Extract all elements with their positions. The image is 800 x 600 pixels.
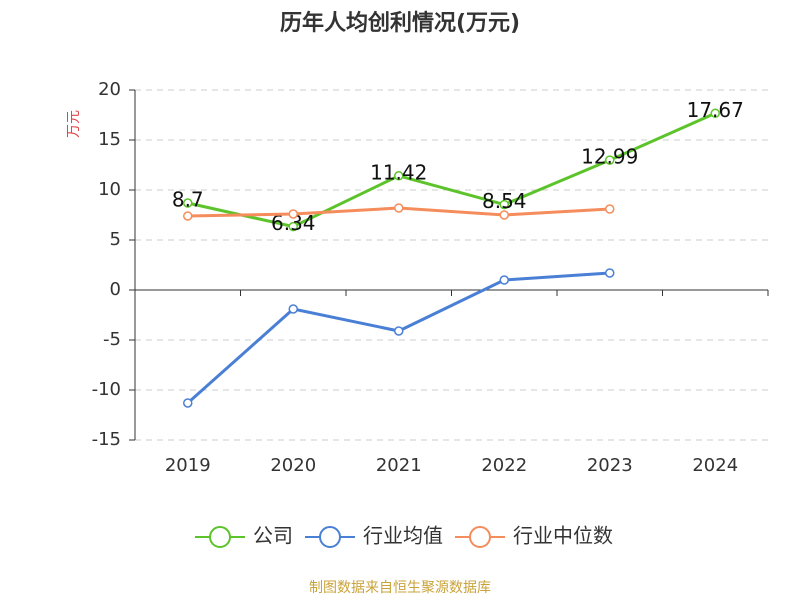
x-tick-label: 2023 <box>587 455 633 476</box>
data-point <box>605 204 615 214</box>
legend-marker <box>209 526 231 548</box>
data-point <box>394 203 404 213</box>
data-label: 12.99 <box>581 145 638 169</box>
y-tick-label: -15 <box>92 429 121 450</box>
data-point <box>183 398 193 408</box>
x-tick-label: 2019 <box>165 455 211 476</box>
data-point <box>710 108 720 119</box>
y-tick-label: 5 <box>110 229 121 250</box>
data-point <box>288 209 298 219</box>
legend-marker <box>319 526 341 548</box>
source-note: 制图数据来自恒生聚源数据库 <box>309 580 491 596</box>
data-label: 8.7 <box>172 188 204 212</box>
x-tick-label: 2024 <box>692 455 738 476</box>
data-point <box>288 221 298 232</box>
legend-label: 公司 <box>253 524 293 548</box>
y-tick-label: -5 <box>103 329 121 350</box>
data-label: 11.42 <box>370 160 427 184</box>
y-tick-label: 10 <box>98 179 121 200</box>
y-axis-label: 万元 <box>66 110 82 138</box>
x-tick-label: 2022 <box>481 455 527 476</box>
data-point <box>394 171 404 181</box>
y-tick-label: -10 <box>92 379 121 400</box>
data-label: 8.54 <box>482 189 527 213</box>
legend-label: 行业均值 <box>363 524 443 548</box>
data-point <box>499 199 509 210</box>
legend-marker <box>469 526 491 548</box>
legend-label: 行业中位数 <box>513 524 613 548</box>
data-point <box>183 211 193 221</box>
data-point <box>605 268 615 278</box>
y-tick-label: 20 <box>98 79 121 100</box>
data-point <box>605 155 615 165</box>
data-point <box>499 275 509 285</box>
x-tick-label: 2020 <box>270 455 316 476</box>
series-line <box>187 111 716 229</box>
data-point <box>394 326 404 336</box>
y-tick-label: 15 <box>98 129 121 150</box>
data-point <box>499 210 509 220</box>
y-tick-label: 0 <box>110 279 121 300</box>
chart-title: 历年人均创利情况(万元) <box>280 10 520 36</box>
data-point <box>288 304 298 314</box>
data-point <box>183 198 193 208</box>
series-line <box>186 271 610 405</box>
x-tick-label: 2021 <box>376 455 422 476</box>
data-label: 17.67 <box>687 98 744 122</box>
